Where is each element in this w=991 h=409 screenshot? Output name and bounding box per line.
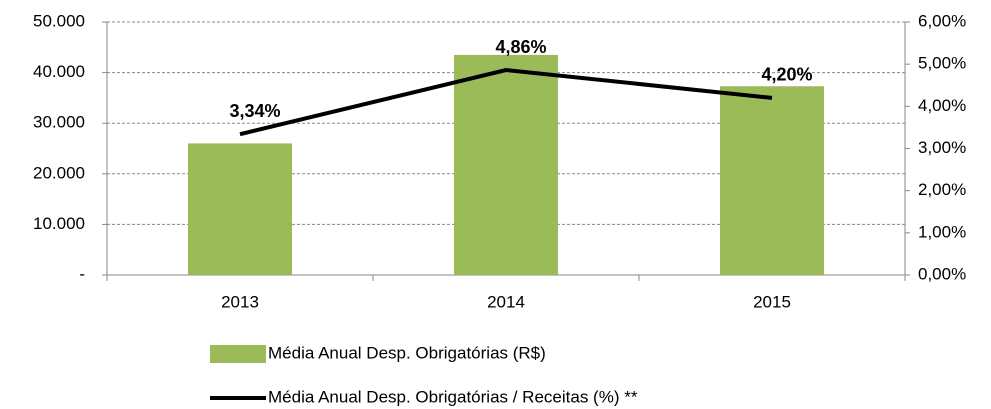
- bar: [720, 86, 824, 276]
- value-label: 3,34%: [229, 101, 280, 121]
- y-tick-label: 20.000: [33, 163, 85, 182]
- value-label: 4,20%: [761, 65, 812, 85]
- x-tick-label: 2014: [487, 292, 525, 311]
- y2-tick-label: 5,00%: [918, 54, 966, 73]
- bar: [454, 54, 558, 275]
- bar: [188, 143, 292, 275]
- y2-tick-label: 0,00%: [918, 264, 966, 283]
- y2-tick-label: 2,00%: [918, 180, 966, 199]
- x-tick-label: 2013: [221, 292, 259, 311]
- y-tick-label: 30.000: [33, 113, 85, 132]
- y2-tick-label: 1,00%: [918, 222, 966, 241]
- y2-tick-label: 6,00%: [918, 11, 966, 30]
- legend-label: Média Anual Desp. Obrigatórias / Receita…: [268, 387, 638, 406]
- value-label: 4,86%: [495, 37, 546, 57]
- legend-swatch: [210, 345, 266, 363]
- y2-tick-label: 4,00%: [918, 96, 966, 115]
- legend-label: Média Anual Desp. Obrigatórias (R$): [268, 343, 546, 362]
- y2-tick-label: 3,00%: [918, 138, 966, 157]
- y-tick-label: 10.000: [33, 214, 85, 233]
- line: [239, 68, 773, 137]
- y-tick-label: 50.000: [33, 11, 85, 30]
- y-tick-label: -: [79, 264, 85, 283]
- x-tick-label: 2015: [753, 292, 791, 311]
- y-tick-label: 40.000: [33, 62, 85, 81]
